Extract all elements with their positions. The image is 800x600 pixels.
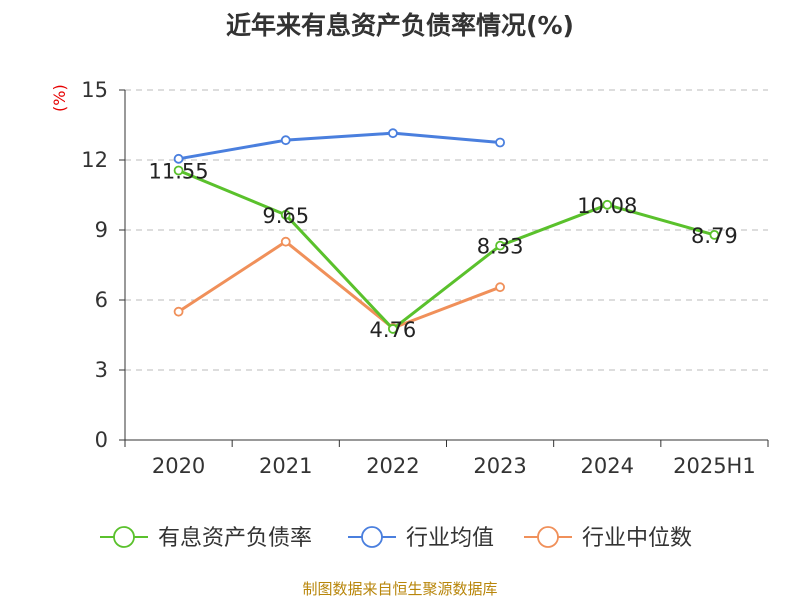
x-tick-label: 2023 <box>473 454 526 478</box>
data-point <box>280 236 291 247</box>
data-point <box>388 128 398 139</box>
data-point <box>602 199 613 210</box>
x-tick-label: 2022 <box>366 454 419 478</box>
legend-marker <box>113 526 135 548</box>
data-label: 11.55 <box>149 160 209 184</box>
data-point <box>173 153 184 164</box>
legend-marker <box>537 526 559 548</box>
legend-label: 行业中位数 <box>582 526 692 551</box>
y-tick-label: 12 <box>81 148 108 172</box>
y-tick-label: 0 <box>95 428 108 452</box>
data-label: 8.33 <box>477 235 524 259</box>
data-point <box>495 282 505 293</box>
series-line-2 <box>177 240 501 330</box>
legend-marker <box>361 526 383 548</box>
legend-label: 有息资产负债率 <box>158 526 312 551</box>
data-label: 4.76 <box>370 318 417 342</box>
data-point <box>388 324 398 334</box>
data-point <box>709 229 720 240</box>
source-note: 制图数据来自恒生聚源数据库 <box>302 580 498 598</box>
y-tick-label: 3 <box>95 358 108 382</box>
legend-label: 行业均值 <box>406 526 494 551</box>
data-point <box>495 137 505 148</box>
series-line-1 <box>178 131 501 161</box>
data-point <box>173 165 184 176</box>
x-tick-label: 2025H1 <box>673 454 756 478</box>
data-point <box>173 306 184 317</box>
x-tick-label: 2021 <box>259 454 312 478</box>
series-line-0 <box>178 169 715 331</box>
data-point <box>280 209 291 220</box>
data-point <box>280 135 291 146</box>
x-tick-label: 2020 <box>152 454 205 478</box>
x-tick-label: 2024 <box>581 454 634 478</box>
data-label: 8.79 <box>691 224 738 248</box>
data-label: 10.08 <box>577 194 637 218</box>
y-tick-label: 9 <box>95 218 108 242</box>
chart-title: 近年来有息资产负债率情况(%) <box>226 11 574 40</box>
data-point <box>495 240 505 251</box>
data-label: 9.65 <box>262 204 309 228</box>
y-tick-label: 6 <box>95 288 108 312</box>
y-tick-label: 15 <box>81 78 108 102</box>
